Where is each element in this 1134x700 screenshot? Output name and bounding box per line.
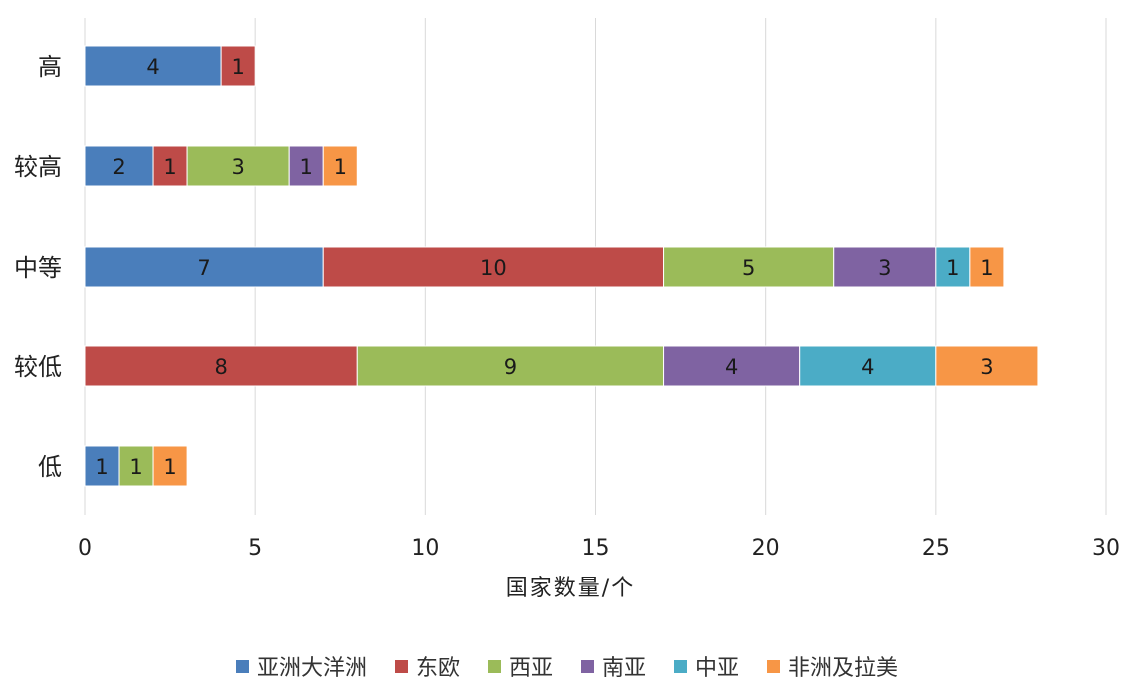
x-tick-label: 0 xyxy=(78,536,92,561)
legend-swatch xyxy=(235,659,249,673)
data-label: 9 xyxy=(504,355,517,379)
bar-segment xyxy=(969,246,1005,288)
bar-segment xyxy=(152,145,188,187)
bar-segment xyxy=(833,246,937,288)
bar-segment xyxy=(84,45,222,87)
x-tick-label: 5 xyxy=(248,536,262,561)
data-label: 1 xyxy=(334,155,347,179)
data-label: 3 xyxy=(231,155,244,179)
data-label: 5 xyxy=(742,256,755,280)
legend-item: 东欧 xyxy=(394,650,460,682)
legend-item: 南亚 xyxy=(581,650,646,682)
data-label: 7 xyxy=(197,256,210,280)
bar-segment xyxy=(84,445,120,487)
x-tick-label: 30 xyxy=(1092,536,1120,561)
data-label: 3 xyxy=(878,256,891,280)
data-label: 8 xyxy=(214,355,227,379)
legend-label: 西亚 xyxy=(508,656,553,681)
data-label: 1 xyxy=(231,55,244,79)
data-label: 4 xyxy=(146,55,159,79)
data-label: 4 xyxy=(861,355,874,379)
category-label: 较高 xyxy=(14,153,62,181)
x-tick-label: 25 xyxy=(922,536,950,561)
data-label: 1 xyxy=(129,455,142,479)
x-tick-label: 20 xyxy=(752,536,780,561)
category-label: 低 xyxy=(38,453,62,481)
data-label: 10 xyxy=(480,256,507,280)
x-tick-label: 10 xyxy=(411,536,439,561)
bar-segment xyxy=(84,345,358,387)
legend-label: 非洲及拉美 xyxy=(788,656,899,681)
data-label: 1 xyxy=(980,256,993,280)
x-tick-label: 15 xyxy=(582,536,610,561)
legend-item: 非洲及拉美 xyxy=(767,650,898,682)
data-label: 1 xyxy=(300,155,313,179)
data-label: 3 xyxy=(980,355,993,379)
legend-swatch xyxy=(394,659,408,673)
legend-swatch xyxy=(487,659,501,673)
legend-swatch xyxy=(581,659,594,673)
data-label: 1 xyxy=(95,455,108,479)
legend-label: 亚洲大洋洲 xyxy=(256,656,367,681)
legend: 亚洲大洋洲 东欧 西亚 南亚 中亚 非洲及拉美 xyxy=(0,650,1134,682)
data-label: 4 xyxy=(725,355,738,379)
data-label: 1 xyxy=(163,455,176,479)
bar-segment xyxy=(288,145,324,187)
data-label: 1 xyxy=(946,256,959,280)
legend-label: 南亚 xyxy=(602,656,647,681)
legend-item: 亚洲大洋洲 xyxy=(235,650,367,682)
bar-segment xyxy=(356,345,665,387)
bar-segment xyxy=(84,145,154,187)
bar-segment xyxy=(322,246,665,288)
bar-segment xyxy=(118,445,154,487)
legend-label: 中亚 xyxy=(695,656,740,681)
bar-segment xyxy=(186,145,290,187)
bar-segment xyxy=(152,445,188,487)
bar-segment xyxy=(220,45,256,87)
bar-segment xyxy=(322,145,358,187)
bar-segment xyxy=(663,345,801,387)
category-label: 中等 xyxy=(14,254,62,282)
legend-label: 东欧 xyxy=(415,656,460,681)
bar-segment xyxy=(799,345,937,387)
data-label: 1 xyxy=(163,155,176,179)
category-label: 较低 xyxy=(14,353,62,381)
legend-item: 西亚 xyxy=(487,650,553,682)
legend-swatch xyxy=(767,659,781,673)
category-label: 高 xyxy=(38,53,62,81)
data-label: 2 xyxy=(112,155,125,179)
legend-swatch xyxy=(674,659,688,673)
legend-item: 中亚 xyxy=(674,650,739,682)
bar-segment xyxy=(935,345,1039,387)
x-axis-title: 国家数量/个 xyxy=(506,576,635,601)
